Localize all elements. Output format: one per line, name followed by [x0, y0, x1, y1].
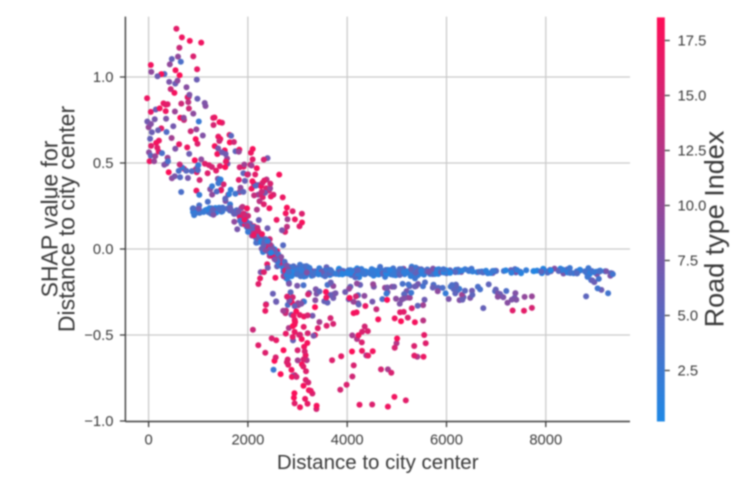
svg-text:1.0: 1.0	[93, 70, 114, 86]
svg-text:SHAP value for: SHAP value for	[37, 140, 63, 297]
svg-text:Distance to city center: Distance to city center	[53, 106, 79, 333]
svg-text:2000: 2000	[231, 433, 264, 449]
svg-text:0: 0	[144, 433, 152, 449]
svg-text:0.5: 0.5	[93, 156, 114, 172]
svg-text:−1.0: −1.0	[84, 414, 113, 430]
svg-text:0.0: 0.0	[93, 242, 114, 258]
svg-text:−0.5: −0.5	[84, 328, 113, 344]
svg-text:15.0: 15.0	[678, 89, 707, 105]
svg-text:2.5: 2.5	[678, 364, 699, 380]
svg-text:6000: 6000	[430, 433, 463, 449]
svg-text:Distance to city center: Distance to city center	[277, 451, 479, 474]
svg-text:7.5: 7.5	[678, 254, 699, 270]
svg-text:12.5: 12.5	[678, 144, 707, 160]
svg-text:8000: 8000	[529, 433, 562, 449]
svg-text:4000: 4000	[331, 433, 364, 449]
svg-text:Road type Index: Road type Index	[700, 130, 730, 327]
svg-text:5.0: 5.0	[678, 309, 699, 325]
svg-text:17.5: 17.5	[678, 34, 707, 50]
svg-text:10.0: 10.0	[678, 199, 707, 215]
